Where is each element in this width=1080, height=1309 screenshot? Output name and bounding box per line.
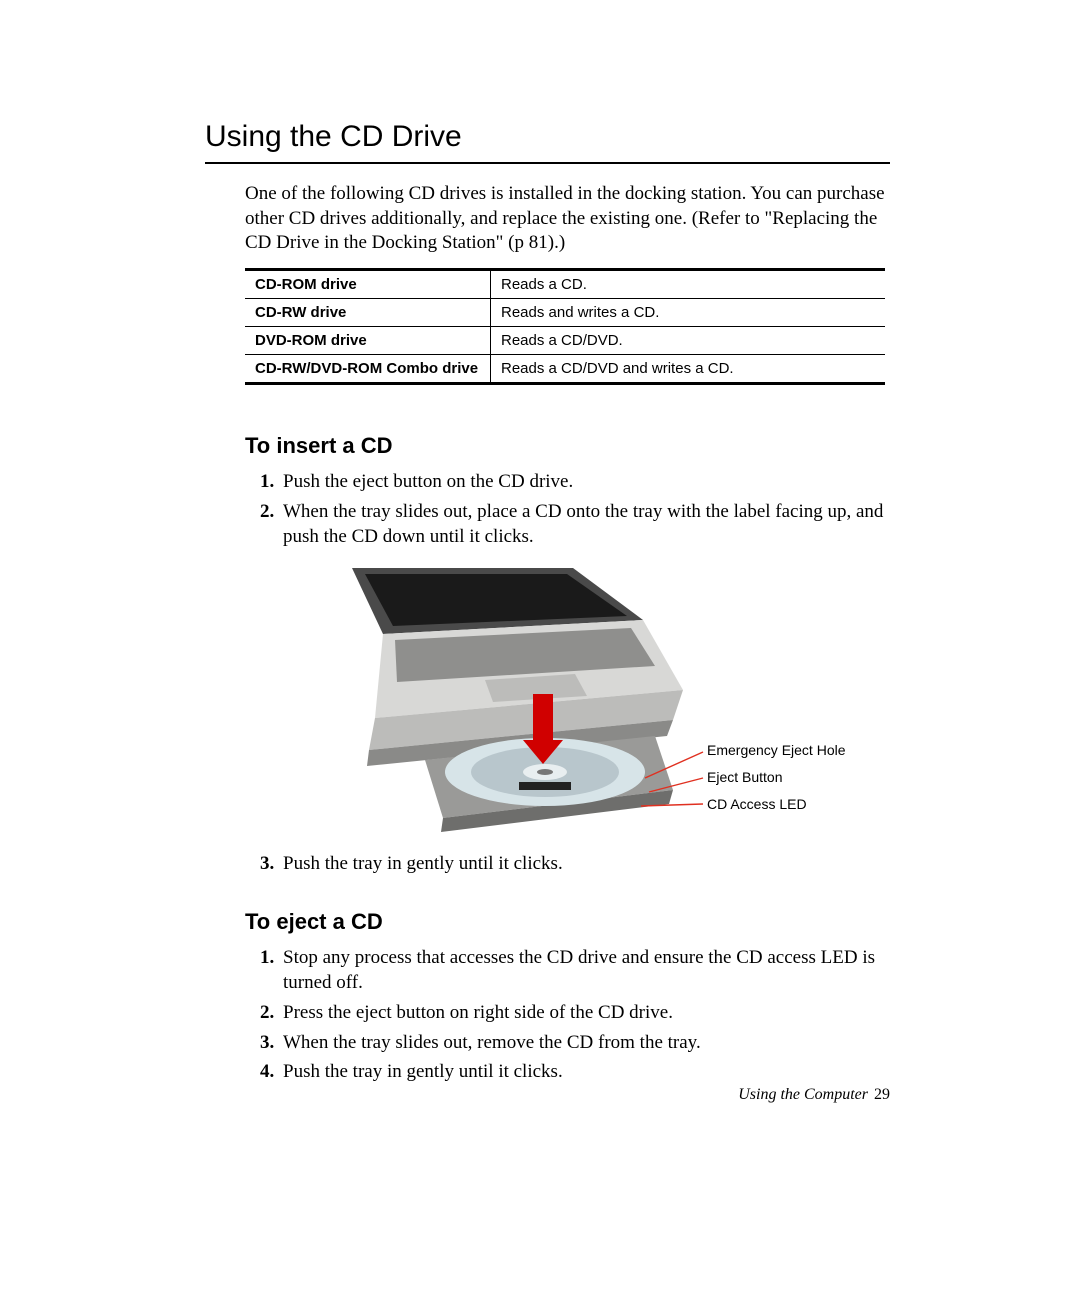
drive-name: DVD-ROM drive [245, 327, 491, 355]
page-footer: Using the Computer 29 [738, 1086, 890, 1104]
callout-emergency-eject: Emergency Eject Hole [707, 742, 846, 758]
insert-steps: Push the eject button on the CD drive. W… [245, 469, 890, 550]
table-row: CD-RW/DVD-ROM Combo drive Reads a CD/DVD… [245, 355, 885, 384]
eject-heading: To eject a CD [245, 909, 890, 935]
table-row: CD-ROM drive Reads a CD. [245, 270, 885, 299]
drive-name: CD-RW drive [245, 299, 491, 327]
intro-paragraph: One of the following CD drives is instal… [245, 182, 890, 256]
footer-section: Using the Computer [738, 1086, 868, 1103]
list-item: Push the tray in gently until it clicks. [279, 1059, 890, 1085]
footer-page-number: 29 [874, 1086, 890, 1103]
callout-eject-button: Eject Button [707, 769, 783, 785]
list-item: When the tray slides out, place a CD ont… [279, 499, 890, 550]
laptop-figure: Emergency Eject Hole Eject Button CD Acc… [275, 560, 835, 845]
list-item: Stop any process that accesses the CD dr… [279, 945, 890, 996]
insert-heading: To insert a CD [245, 433, 890, 459]
drive-desc: Reads a CD/DVD and writes a CD. [491, 355, 886, 384]
drive-capability-table: CD-ROM drive Reads a CD. CD-RW drive Rea… [245, 268, 885, 385]
drive-desc: Reads a CD/DVD. [491, 327, 886, 355]
list-item: Press the eject button on right side of … [279, 1000, 890, 1026]
list-item: Push the tray in gently until it clicks. [279, 851, 890, 877]
insert-steps-cont: Push the tray in gently until it clicks. [245, 851, 890, 877]
page-title: Using the CD Drive [205, 120, 890, 154]
callout-cd-access-led: CD Access LED [707, 796, 807, 812]
drive-desc: Reads and writes a CD. [491, 299, 886, 327]
list-item: Push the eject button on the CD drive. [279, 469, 890, 495]
list-item: When the tray slides out, remove the CD … [279, 1030, 890, 1056]
table-row: DVD-ROM drive Reads a CD/DVD. [245, 327, 885, 355]
drive-name: CD-ROM drive [245, 270, 491, 299]
drive-name: CD-RW/DVD-ROM Combo drive [245, 355, 491, 384]
table-row: CD-RW drive Reads and writes a CD. [245, 299, 885, 327]
drive-desc: Reads a CD. [491, 270, 886, 299]
eject-steps: Stop any process that accesses the CD dr… [245, 945, 890, 1085]
title-rule [205, 162, 890, 164]
